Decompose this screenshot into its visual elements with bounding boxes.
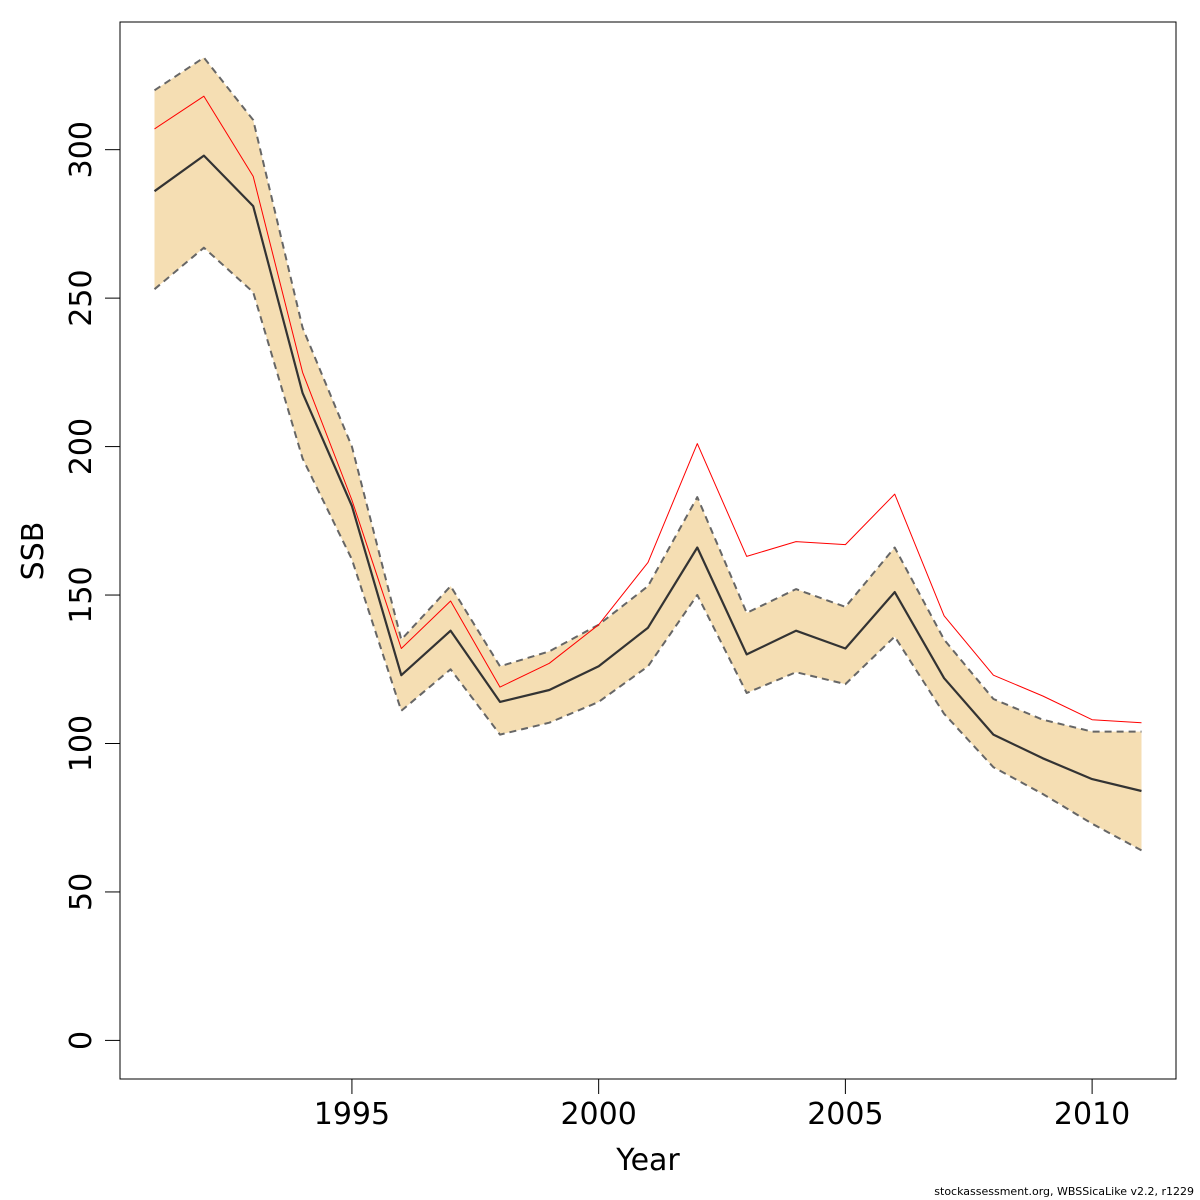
axes-layer: 1995 2000 2005 2010 0 50 100 150 200 250 300 — [64, 121, 1130, 1132]
confidence-band-layer — [154, 57, 1142, 851]
lower-bound-line — [153, 246, 1142, 852]
y-tick-label: 200 — [64, 418, 99, 475]
estimate-line — [153, 154, 1142, 793]
comparison-line — [154, 95, 1142, 724]
y-tick-label: 0 — [64, 1031, 99, 1050]
y-tick-label: 100 — [64, 715, 99, 772]
x-axis-title: Year — [615, 1143, 680, 1178]
x-tick-label: 2010 — [1054, 1097, 1130, 1132]
upper-bound-line — [153, 56, 1142, 733]
x-tick-label: 2000 — [560, 1097, 636, 1132]
y-tick-label: 250 — [64, 269, 99, 326]
x-tick-label: 2005 — [807, 1097, 883, 1132]
y-tick-label: 300 — [64, 121, 99, 178]
y-tick-label: 50 — [64, 873, 99, 911]
footer-credit: stockassessment.org, WBSSicaLike v2.2, r… — [934, 1185, 1194, 1198]
confidence-band — [154, 57, 1142, 851]
series-lines-layer — [153, 56, 1142, 852]
plot-frame — [119, 21, 1177, 1080]
y-axis-title: SSB — [16, 522, 51, 581]
x-tick-label: 1995 — [314, 1097, 390, 1132]
y-tick-label: 150 — [64, 566, 99, 623]
